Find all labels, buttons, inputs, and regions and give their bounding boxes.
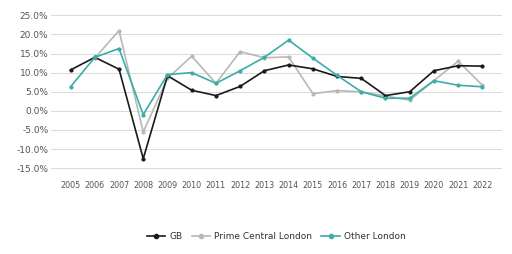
Other London: [188, 71, 195, 74]
Prime Central London: [455, 60, 461, 63]
Prime Central London: [116, 29, 122, 32]
Other London: [286, 39, 292, 42]
Line: Prime Central London: Prime Central London: [93, 29, 484, 133]
Prime Central London: [237, 50, 243, 53]
GB: [261, 69, 267, 72]
GB: [310, 67, 316, 70]
Other London: [237, 69, 243, 72]
Other London: [382, 97, 389, 100]
Prime Central London: [261, 56, 267, 59]
Other London: [358, 90, 365, 93]
Other London: [334, 74, 340, 77]
Prime Central London: [188, 55, 195, 58]
Prime Central London: [213, 82, 219, 85]
GB: [334, 75, 340, 78]
GB: [479, 65, 485, 68]
Other London: [261, 56, 267, 59]
GB: [68, 68, 74, 71]
Other London: [92, 56, 98, 59]
GB: [116, 68, 122, 71]
Other London: [455, 84, 461, 87]
GB: [286, 64, 292, 67]
Legend: GB, Prime Central London, Other London: GB, Prime Central London, Other London: [143, 229, 410, 245]
GB: [188, 89, 195, 92]
Prime Central London: [479, 84, 485, 87]
GB: [140, 157, 146, 160]
Line: GB: GB: [69, 56, 484, 160]
Other London: [213, 82, 219, 85]
Prime Central London: [92, 57, 98, 60]
Other London: [164, 73, 170, 76]
Other London: [140, 113, 146, 116]
Other London: [431, 79, 437, 82]
Prime Central London: [407, 99, 413, 102]
GB: [213, 94, 219, 97]
Other London: [68, 85, 74, 88]
Prime Central London: [140, 130, 146, 133]
GB: [382, 94, 389, 97]
Other London: [407, 97, 413, 100]
Other London: [116, 47, 122, 50]
Prime Central London: [310, 92, 316, 95]
Prime Central London: [334, 89, 340, 92]
GB: [164, 74, 170, 77]
GB: [455, 64, 461, 67]
GB: [237, 85, 243, 88]
Line: Other London: Other London: [69, 39, 484, 116]
Prime Central London: [358, 90, 365, 93]
GB: [92, 56, 98, 59]
Other London: [310, 57, 316, 60]
Prime Central London: [164, 77, 170, 80]
GB: [407, 90, 413, 93]
GB: [358, 77, 365, 80]
GB: [431, 69, 437, 72]
Other London: [479, 85, 485, 88]
Prime Central London: [286, 55, 292, 58]
